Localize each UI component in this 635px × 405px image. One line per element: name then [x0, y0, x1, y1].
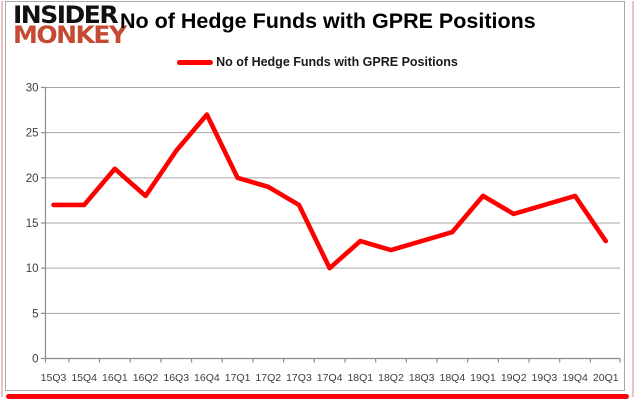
- x-tick-label: 18Q3: [409, 372, 435, 384]
- x-tick-label: 18Q1: [347, 372, 373, 384]
- x-tick-label: 16Q1: [102, 372, 128, 384]
- chart-title: No of Hedge Funds with GPRE Positions: [120, 9, 536, 33]
- x-tick-label: 15Q4: [71, 372, 97, 384]
- y-tick-label: 0: [32, 354, 38, 366]
- x-tick-label: 19Q2: [501, 372, 527, 384]
- y-tick-label: 20: [26, 173, 39, 185]
- x-tick-label: 19Q4: [562, 372, 588, 384]
- y-tick-label: 10: [26, 263, 39, 275]
- card-right-accent: [632, 1, 634, 397]
- insider-monkey-logo: INSIDER MONKEY: [13, 1, 127, 49]
- legend-line-swatch: [177, 59, 214, 65]
- legend-label: No of Hedge Funds with GPRE Positions: [216, 55, 458, 69]
- y-tick-label: 15: [26, 218, 39, 230]
- x-tick-label: 18Q4: [439, 372, 465, 384]
- y-tick-label: 30: [26, 83, 39, 95]
- x-tick-label: 16Q2: [133, 372, 159, 384]
- logo-line-insider: INSIDER: [13, 1, 119, 29]
- y-tick-label: 5: [32, 308, 38, 320]
- x-tick-label: 18Q2: [378, 372, 404, 384]
- x-tick-label: 19Q3: [532, 372, 558, 384]
- logo-line-monkey: MONKEY: [13, 20, 127, 49]
- x-tick-label: 17Q4: [317, 372, 343, 384]
- card-red-underline: [6, 394, 629, 399]
- x-tick-label: 17Q2: [255, 372, 281, 384]
- x-tick-label: 17Q3: [286, 372, 312, 384]
- series-line: [51, 112, 609, 271]
- y-tick-label: 25: [26, 128, 39, 140]
- x-tick-label: 19Q1: [470, 372, 496, 384]
- x-tick-label: 16Q4: [194, 372, 220, 384]
- x-tick-label: 20Q1: [593, 372, 619, 384]
- x-tick-label: 17Q1: [225, 372, 251, 384]
- legend: No of Hedge Funds with GPRE Positions: [0, 55, 635, 69]
- card-left-accent: [1, 1, 3, 397]
- x-tick-label: 16Q3: [163, 372, 189, 384]
- card-border: [5, 1, 625, 391]
- x-tick-label: 15Q3: [41, 372, 67, 384]
